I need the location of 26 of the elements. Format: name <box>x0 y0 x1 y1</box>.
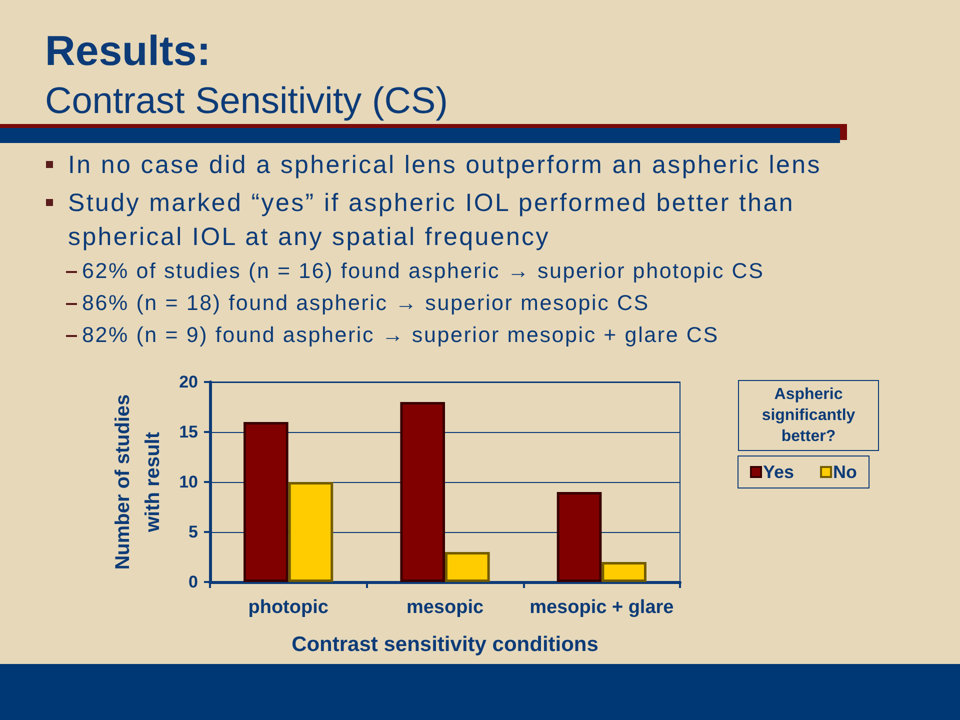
bar <box>288 482 334 582</box>
bar <box>445 552 490 582</box>
y-tick-label: 20 <box>179 372 198 392</box>
text: 86% (n = 18) found aspheric → superior mesopic CS <box>82 290 650 316</box>
legend-title: Aspheric significantly better? <box>738 380 879 451</box>
text: In no case did a spherical lens outperform an aspheric lens <box>68 150 822 181</box>
x-axis-title: Contrast sensitivity conditions <box>292 633 598 656</box>
legend-label: No <box>833 462 858 482</box>
text: Study marked “yes” if aspheric IOL performed better than spherical IOL at any spatial frequency <box>68 188 796 253</box>
chart-subtitle: Contrast Sensitivity (CS) <box>45 79 448 123</box>
y-tick-label: 5 <box>188 522 198 542</box>
bar <box>244 422 288 582</box>
y-axis-title: Number of studies with result <box>112 394 164 570</box>
bar <box>602 562 646 582</box>
bar <box>556 492 602 582</box>
bar <box>400 402 445 582</box>
x-tick-label: mesopic + glare <box>530 597 674 618</box>
y-tick-label: 10 <box>179 472 198 492</box>
x-tick-label: mesopic <box>406 597 484 618</box>
y-tick-label: 15 <box>179 422 198 442</box>
y-tick-label: 0 <box>188 572 198 592</box>
chart-title: Results: <box>45 27 211 75</box>
text: 82% (n = 9) found aspheric → superior mesopic + glare CS <box>82 322 720 348</box>
legend-label: Yes <box>763 462 794 482</box>
text: 62% of studies (n = 16) found aspheric → superior photopic CS <box>82 258 766 284</box>
x-tick-label: photopic <box>248 597 329 618</box>
